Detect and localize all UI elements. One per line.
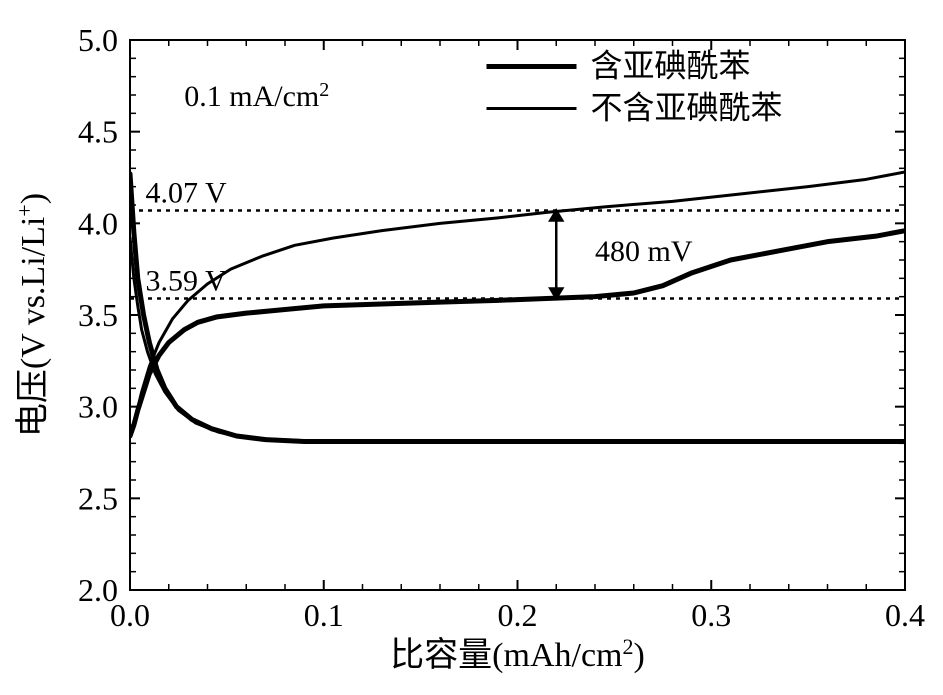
condition-label: 0.1 mA/cm2 <box>184 79 329 113</box>
series-curve2_discharge <box>130 238 905 442</box>
line-chart: 0.00.10.20.30.42.02.53.03.54.04.55.0比容量(… <box>0 0 943 695</box>
reference-line-label: 4.07 V <box>146 177 227 210</box>
x-tick-label: 0.3 <box>691 597 731 633</box>
gap-annotation-label: 480 mV <box>595 235 693 268</box>
y-tick-label: 5.0 <box>78 22 118 58</box>
chart-container: 0.00.10.20.30.42.02.53.03.54.04.55.0比容量(… <box>0 0 943 695</box>
x-tick-label: 0.1 <box>304 597 344 633</box>
series-curve1_discharge <box>130 174 905 442</box>
x-tick-label: 0.2 <box>498 597 538 633</box>
y-tick-label: 2.0 <box>78 572 118 608</box>
y-tick-label: 4.0 <box>78 205 118 241</box>
y-tick-label: 3.5 <box>78 297 118 333</box>
legend-entry-label: 不含亚碘酰苯 <box>591 90 783 126</box>
y-axis-label: 电压(V vs.Li/Li+) <box>12 193 52 437</box>
y-tick-label: 3.0 <box>78 389 118 425</box>
x-tick-label: 0.4 <box>885 597 925 633</box>
y-tick-label: 4.5 <box>78 114 118 150</box>
legend-entry-label: 含亚碘酰苯 <box>591 48 751 84</box>
y-tick-label: 2.5 <box>78 480 118 516</box>
x-axis-label: 比容量(mAh/cm2) <box>390 634 645 674</box>
